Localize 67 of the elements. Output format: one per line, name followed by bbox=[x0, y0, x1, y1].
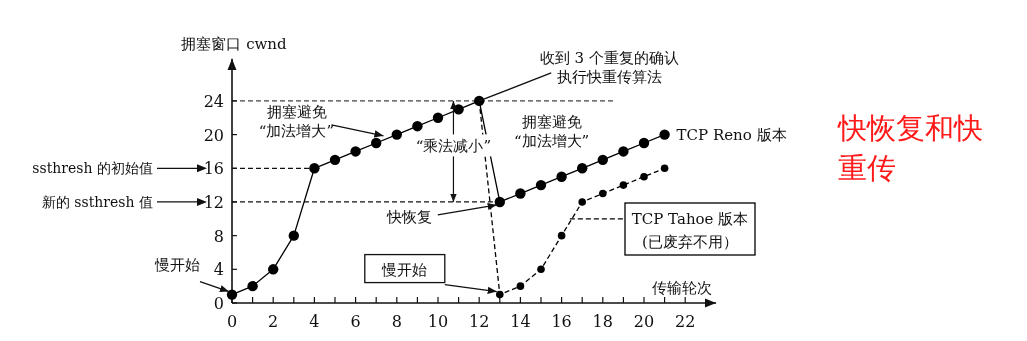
annotation: (已废弃不用） bbox=[642, 233, 738, 251]
y-tick-label: 24 bbox=[203, 91, 224, 111]
x-tick-label: 8 bbox=[391, 312, 402, 331]
y-tick-label: 12 bbox=[203, 192, 224, 212]
ref-line-label: 新的 ssthresh 值 bbox=[41, 193, 153, 210]
point bbox=[350, 146, 361, 157]
x-tick-label: 16 bbox=[551, 312, 572, 331]
x-tick-label: 22 bbox=[675, 312, 696, 331]
x-tick-label: 0 bbox=[226, 312, 238, 331]
y-tick-label: 4 bbox=[213, 260, 224, 280]
point bbox=[309, 163, 320, 174]
point bbox=[638, 137, 650, 149]
point bbox=[599, 189, 607, 198]
point bbox=[578, 198, 586, 206]
x-tick-label: 20 bbox=[633, 312, 655, 331]
point bbox=[432, 112, 444, 123]
annotation: 拥塞避免“加法增大” bbox=[258, 102, 385, 141]
point bbox=[496, 290, 504, 299]
point bbox=[597, 154, 608, 166]
point bbox=[226, 289, 238, 300]
annotation: 收到 3 个重复的确认执行快重传算法 bbox=[478, 48, 679, 102]
point bbox=[247, 280, 258, 292]
text: 快恢复和快重传 bbox=[838, 110, 984, 187]
point bbox=[288, 230, 299, 241]
y-axis-title: 拥塞窗口 cwnd bbox=[181, 34, 288, 53]
annotation: “乘法减小” bbox=[415, 137, 492, 156]
annotation: 拥塞避免“加法增大” bbox=[258, 102, 335, 141]
point bbox=[494, 196, 505, 208]
y-tick-label: 0 bbox=[213, 294, 224, 313]
y-tick-label: 8 bbox=[213, 226, 224, 246]
x-tick-label: 18 bbox=[592, 312, 613, 331]
point bbox=[371, 137, 382, 149]
y-tick-label: 20 bbox=[203, 125, 224, 145]
point bbox=[412, 120, 423, 132]
x-tick-label: 4 bbox=[309, 312, 320, 331]
point bbox=[391, 129, 402, 140]
point bbox=[535, 179, 547, 191]
ref-line-label: ssthresh 的初始值 bbox=[32, 160, 153, 177]
point bbox=[556, 171, 567, 182]
point bbox=[557, 231, 566, 240]
point bbox=[618, 146, 629, 157]
annotation: 慢开始 bbox=[153, 255, 200, 274]
point bbox=[619, 181, 628, 189]
point bbox=[453, 104, 464, 115]
annotation: 收到 3 个重复的确认执行快重传算法 bbox=[539, 48, 679, 87]
point bbox=[516, 282, 525, 290]
point bbox=[659, 129, 670, 140]
x-tick-label: 6 bbox=[350, 312, 361, 331]
point bbox=[515, 188, 526, 199]
point bbox=[640, 172, 648, 181]
annotation: 快恢复 bbox=[386, 207, 433, 226]
x-axis-title: 传输轮次 bbox=[652, 279, 713, 297]
annotation: 快恢复 bbox=[387, 202, 498, 226]
x-tick-label: 12 bbox=[469, 312, 490, 331]
annotation: “乘法减小” bbox=[406, 100, 501, 203]
annotation: 慢开始 bbox=[364, 253, 498, 294]
point bbox=[577, 163, 588, 174]
point bbox=[329, 154, 341, 166]
x-tick-label: 10 bbox=[427, 312, 449, 331]
x-tick-label: 14 bbox=[510, 312, 531, 331]
point bbox=[537, 265, 545, 274]
x-tick-label: 2 bbox=[268, 312, 279, 331]
annotation: 慢开始 bbox=[381, 260, 428, 279]
point bbox=[660, 164, 669, 173]
annotation: 拥塞避免“加法增大” bbox=[513, 112, 590, 151]
point bbox=[268, 264, 279, 275]
y-tick-label: 16 bbox=[203, 159, 224, 179]
